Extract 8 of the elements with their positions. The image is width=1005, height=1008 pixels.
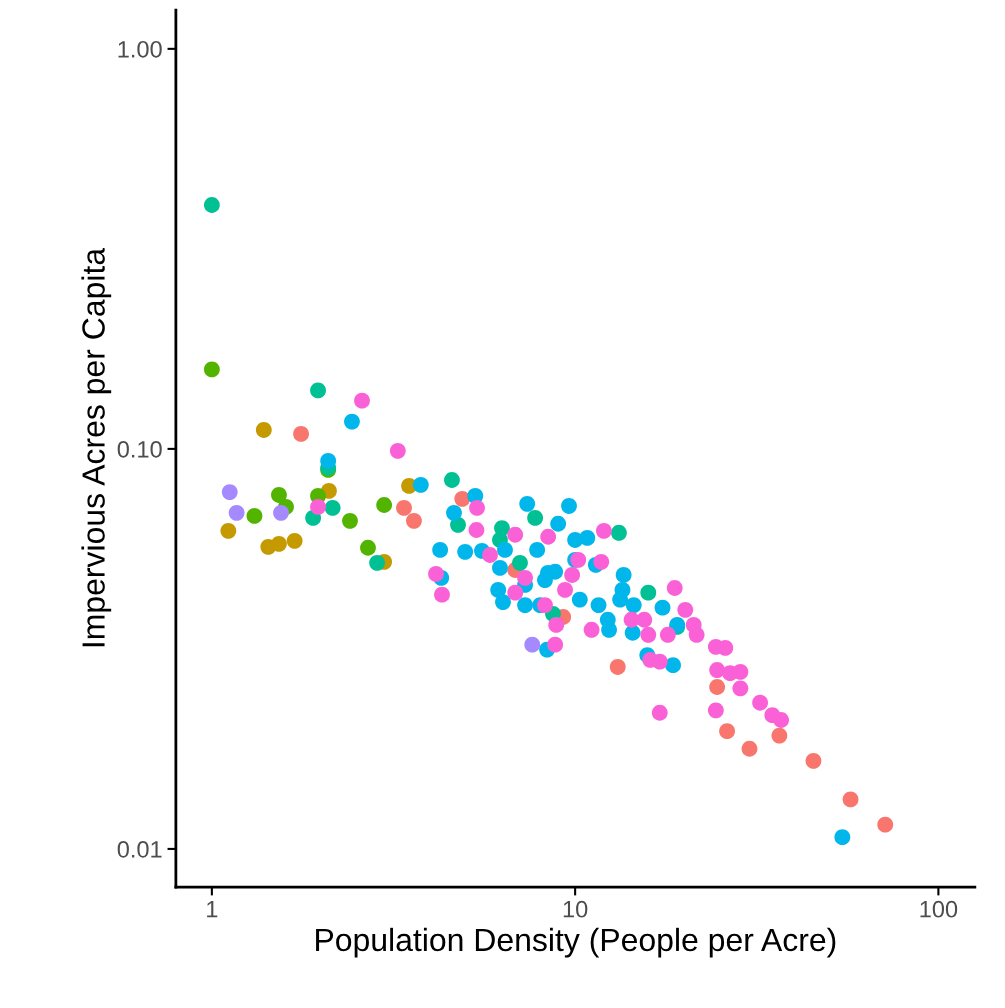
y-tick-label: 0.10 xyxy=(117,440,162,458)
y-tick-label: 0.01 xyxy=(117,840,162,858)
x-axis-title: Population Density (People per Acre) xyxy=(316,927,836,958)
x-tick-label: 1 xyxy=(207,901,218,918)
x-tick-label: 10 xyxy=(563,900,588,918)
y-axis-title: Impervious Acres per Capita xyxy=(81,247,112,647)
y-tick-label: 1.00 xyxy=(118,40,162,58)
x-tick-label: 100 xyxy=(920,900,958,918)
